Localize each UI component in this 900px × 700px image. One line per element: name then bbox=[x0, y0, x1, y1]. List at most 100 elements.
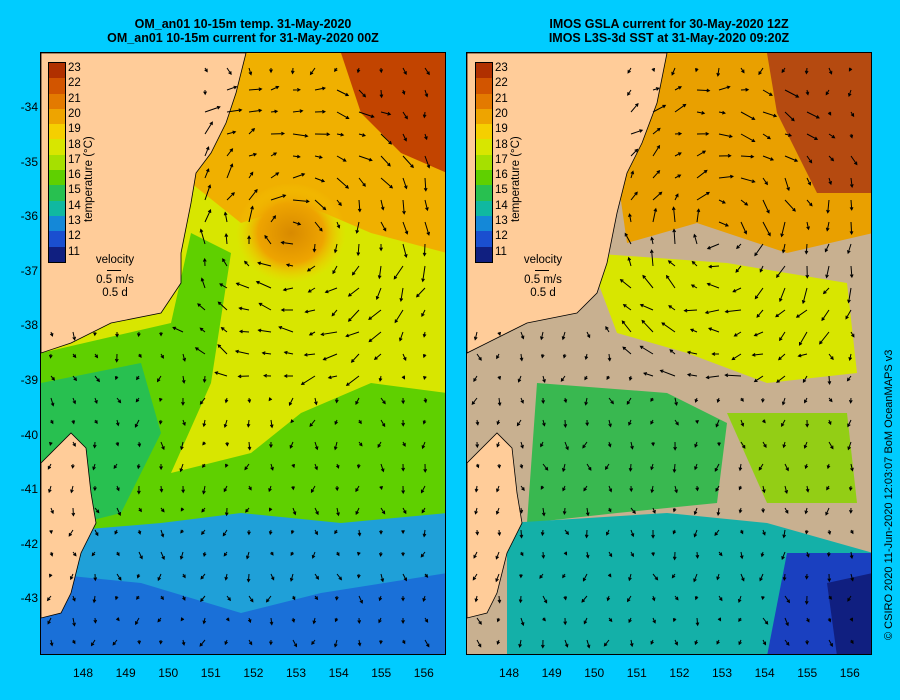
colorbar-tick-label: 19 bbox=[68, 123, 81, 136]
velocity-arrow bbox=[116, 551, 120, 557]
colorbar-tick-label: 12 bbox=[68, 230, 81, 243]
velocity-arrow bbox=[622, 346, 632, 355]
velocity-arrow bbox=[93, 617, 98, 624]
velocity-arrow bbox=[805, 89, 810, 96]
velocity-arrow bbox=[850, 639, 854, 645]
velocity-arrow bbox=[380, 199, 385, 211]
colorbar-tick-label: 15 bbox=[68, 184, 81, 197]
velocity-arrow bbox=[519, 463, 524, 469]
velocity-arrow bbox=[753, 375, 764, 383]
velocity-arrow bbox=[158, 419, 163, 425]
velocity-arrow bbox=[606, 375, 610, 380]
velocity-key-label: velocity bbox=[523, 254, 563, 266]
velocity-key-speed: 0.5 m/s bbox=[96, 274, 134, 286]
velocity-arrow bbox=[292, 88, 301, 92]
velocity-arrow bbox=[424, 573, 429, 578]
velocity-arrow bbox=[627, 67, 632, 74]
velocity-arrow bbox=[223, 419, 228, 429]
colorbar-tick-label: 22 bbox=[68, 77, 81, 90]
velocity-arrow bbox=[335, 485, 339, 492]
velocity-arrow bbox=[270, 109, 279, 114]
velocity-arrow bbox=[245, 551, 250, 560]
velocity-arrow bbox=[248, 639, 253, 646]
velocity-arrow bbox=[375, 287, 382, 301]
velocity-arrow bbox=[651, 551, 655, 557]
velocity-arrow bbox=[333, 243, 338, 254]
velocity-arrow bbox=[336, 221, 341, 229]
velocity-arrow bbox=[762, 199, 770, 214]
latitude-label: -43 bbox=[20, 591, 38, 606]
velocity-arrow bbox=[355, 507, 360, 516]
velocity-arrow bbox=[70, 485, 74, 494]
velocity-arrow bbox=[268, 507, 273, 512]
velocity-arrow bbox=[672, 617, 677, 623]
velocity-arrow bbox=[289, 573, 294, 582]
velocity-arrow bbox=[379, 639, 383, 645]
velocity-arrow bbox=[827, 617, 832, 623]
velocity-arrow bbox=[115, 419, 120, 427]
velocity-arrow bbox=[291, 485, 295, 491]
velocity-arrow bbox=[270, 551, 274, 556]
velocity-arrow bbox=[202, 419, 207, 428]
velocity-arrow bbox=[248, 205, 254, 223]
velocity-arrow bbox=[137, 441, 142, 448]
right-map-panel bbox=[466, 52, 872, 655]
left-green-region bbox=[41, 233, 445, 573]
velocity-arrow bbox=[740, 177, 756, 183]
velocity-arrow bbox=[334, 617, 339, 623]
velocity-arrow bbox=[401, 463, 406, 472]
velocity-arrow bbox=[732, 287, 742, 293]
velocity-arrow bbox=[845, 309, 852, 320]
velocity-arrow bbox=[672, 551, 677, 561]
velocity-arrow bbox=[312, 617, 317, 625]
velocity-arrow bbox=[415, 287, 426, 298]
velocity-arrow bbox=[402, 507, 407, 515]
velocity-arrow bbox=[68, 529, 74, 537]
velocity-arrow bbox=[516, 419, 522, 427]
velocity-arrow bbox=[201, 463, 206, 468]
longitude-label: 150 bbox=[584, 666, 605, 680]
velocity-arrow bbox=[759, 573, 764, 582]
velocity-arrow bbox=[182, 353, 187, 362]
velocity-arrow bbox=[583, 617, 588, 625]
velocity-arrow bbox=[475, 419, 480, 426]
velocity-arrow bbox=[402, 177, 408, 190]
velocity-arrow bbox=[422, 353, 427, 359]
left-velocity-arrows bbox=[46, 67, 431, 648]
velocity-arrow bbox=[289, 441, 294, 449]
velocity-arrow bbox=[398, 331, 404, 342]
velocity-arrow bbox=[322, 353, 338, 361]
velocity-arrow bbox=[563, 595, 568, 601]
velocity-arrow bbox=[222, 529, 228, 537]
velocity-arrow bbox=[270, 573, 275, 581]
velocity-arrow bbox=[200, 277, 206, 289]
velocity-arrow bbox=[642, 274, 654, 289]
velocity-arrow bbox=[473, 375, 478, 383]
velocity-arrow bbox=[393, 265, 404, 280]
velocity-arrow bbox=[542, 463, 549, 471]
velocity-arrow bbox=[380, 221, 387, 232]
velocity-arrow bbox=[422, 595, 426, 602]
velocity-arrow bbox=[781, 397, 786, 406]
velocity-arrow bbox=[159, 485, 164, 493]
velocity-arrow bbox=[424, 89, 429, 98]
velocity-arrow bbox=[368, 309, 382, 320]
velocity-arrow bbox=[674, 419, 679, 426]
velocity-arrow bbox=[715, 485, 720, 492]
longitude-label: 148 bbox=[499, 666, 520, 680]
velocity-arrow bbox=[650, 419, 654, 425]
velocity-arrow bbox=[355, 221, 360, 234]
velocity-arrow bbox=[263, 373, 272, 378]
velocity-arrow bbox=[563, 617, 568, 626]
longitude-label: 150 bbox=[158, 666, 179, 680]
velocity-arrow bbox=[336, 177, 350, 189]
velocity-arrow bbox=[762, 177, 768, 186]
velocity-arrow bbox=[694, 441, 698, 448]
velocity-arrow bbox=[474, 595, 479, 603]
velocity-arrow bbox=[314, 507, 319, 516]
velocity-arrow bbox=[379, 243, 383, 252]
velocity-arrow bbox=[204, 184, 212, 201]
right-yellow-region bbox=[587, 253, 857, 383]
velocity-arrow bbox=[784, 199, 796, 212]
velocity-arrow bbox=[420, 551, 426, 558]
